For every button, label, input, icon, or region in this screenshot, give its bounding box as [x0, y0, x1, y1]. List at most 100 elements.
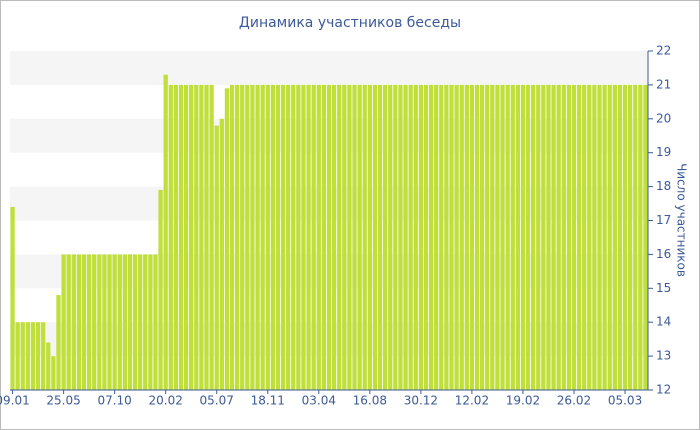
bar: [525, 84, 531, 391]
bar: [510, 84, 515, 391]
bar: [372, 84, 378, 391]
bar: [30, 322, 36, 390]
x-tick-label: 20.02: [148, 394, 182, 408]
bar: [71, 254, 76, 390]
bar: [296, 84, 301, 391]
bar: [505, 84, 510, 391]
bar: [520, 84, 526, 391]
bar: [479, 84, 485, 391]
bar: [398, 84, 403, 391]
bar: [270, 84, 275, 391]
bar: [515, 84, 520, 391]
bar: [194, 84, 199, 391]
bar: [229, 84, 235, 391]
x-tick-label: 25.05: [46, 394, 80, 408]
y-tick-label: 21: [656, 77, 671, 91]
bar: [393, 84, 398, 391]
y-tick-label: 16: [656, 247, 671, 261]
y-tick-label: 15: [656, 281, 671, 295]
bar: [102, 254, 107, 390]
bar: [301, 84, 306, 391]
bar: [41, 322, 46, 390]
bar: [352, 84, 357, 391]
bar: [638, 84, 643, 391]
x-tick-label: 30.12: [404, 394, 438, 408]
bar: [541, 84, 546, 391]
bar: [311, 84, 316, 391]
x-tick-label: 07.10: [97, 394, 131, 408]
bar: [189, 84, 194, 391]
bar: [143, 254, 148, 390]
y-tick-label: 12: [656, 383, 671, 397]
bar: [602, 84, 607, 391]
bar: [643, 84, 648, 391]
bar: [464, 84, 469, 391]
y-tick-label: 20: [656, 111, 671, 125]
bar: [556, 84, 561, 391]
bar: [413, 84, 418, 391]
bar: [97, 254, 102, 390]
y-tick-label: 14: [656, 315, 671, 329]
bar: [183, 84, 189, 391]
bar: [617, 84, 623, 391]
bar: [449, 84, 454, 391]
y-tick-label: 13: [656, 349, 671, 363]
bar: [459, 84, 464, 391]
bar: [81, 254, 87, 390]
bar: [622, 84, 628, 391]
bar: [576, 84, 582, 391]
bar: [316, 84, 321, 391]
bar: [245, 84, 250, 391]
bar: [423, 84, 429, 391]
bar: [275, 84, 281, 391]
bar: [454, 84, 459, 391]
y-axis-label: Число участников: [675, 163, 689, 277]
bar: [56, 295, 61, 390]
bar: [546, 84, 551, 391]
bar: [255, 84, 260, 391]
bar: [377, 84, 383, 391]
bar: [469, 84, 475, 391]
bar: [117, 254, 122, 390]
bar: [592, 84, 597, 391]
bar: [51, 356, 56, 390]
bar: [561, 84, 566, 391]
bar: [495, 84, 500, 391]
bar: [607, 84, 612, 391]
y-tick-label: 17: [656, 213, 671, 227]
x-tick-label: 05.07: [200, 394, 234, 408]
grid-band: [10, 51, 648, 85]
bar: [158, 189, 163, 390]
bar: [536, 84, 541, 391]
bar: [168, 84, 173, 391]
x-tick-label: 19.02: [506, 394, 540, 408]
bar: [444, 84, 449, 391]
bar: [367, 84, 372, 391]
bar: [10, 206, 15, 390]
bar: [92, 254, 97, 390]
bar: [582, 84, 587, 391]
bar: [122, 254, 127, 390]
y-tick-label: 22: [656, 44, 671, 58]
bar: [633, 84, 638, 391]
bar: [224, 88, 230, 390]
bar: [138, 254, 143, 390]
y-tick-label: 18: [656, 179, 671, 193]
bar: [474, 84, 480, 391]
bar: [214, 125, 219, 390]
bar: [362, 84, 367, 391]
bar: [627, 84, 633, 391]
bar: [571, 84, 577, 391]
bar: [347, 84, 352, 391]
bar: [61, 254, 66, 390]
bar: [250, 84, 255, 391]
bar: [46, 342, 51, 390]
bar: [127, 254, 133, 390]
bar: [209, 84, 214, 391]
bar: [280, 84, 286, 391]
bar: [331, 84, 337, 391]
x-tick-label: 03.04: [302, 394, 336, 408]
bar: [383, 84, 388, 391]
bar: [153, 254, 158, 390]
